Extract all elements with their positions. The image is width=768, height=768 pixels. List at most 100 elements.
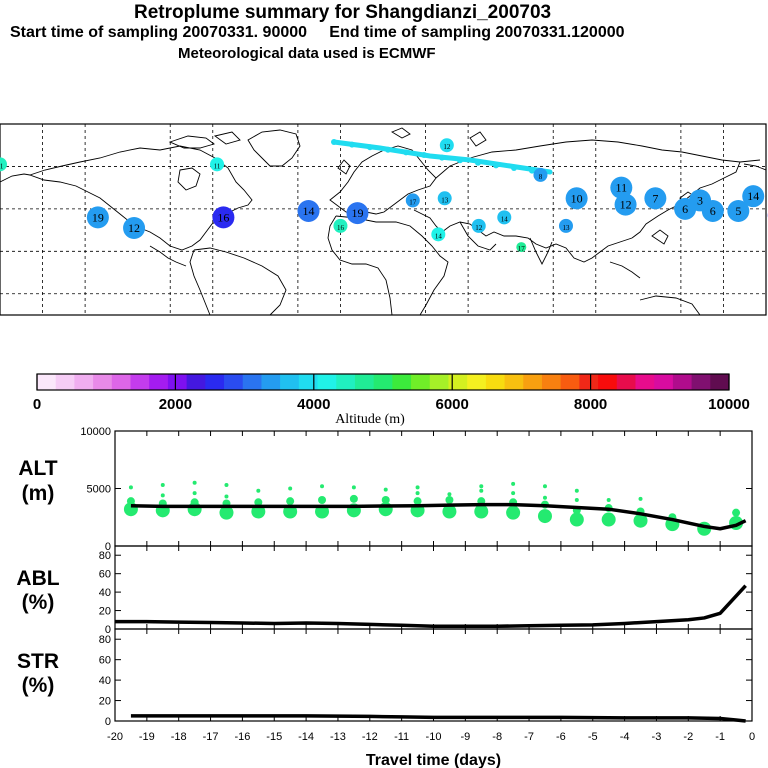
colorbar-cell bbox=[373, 374, 393, 390]
colorbar-cell bbox=[448, 374, 468, 390]
map-marker-label: 13 bbox=[562, 224, 570, 232]
map-marker: 16 bbox=[333, 218, 348, 233]
panel-frame bbox=[114, 628, 753, 722]
panel-abl: ABL(%) 0 20 40 60 80 bbox=[16, 545, 753, 636]
altitude-cluster-point bbox=[192, 480, 197, 485]
map-marker-dot bbox=[727, 200, 750, 223]
map-marker: 8 bbox=[533, 167, 548, 182]
map-marker-label: 11 bbox=[616, 181, 628, 195]
colorbar-cell bbox=[149, 374, 169, 390]
altitude-cluster-point bbox=[160, 483, 165, 488]
plume-track-dot bbox=[421, 152, 427, 158]
xtick-label: -13 bbox=[330, 731, 346, 743]
ytick-label: 20 bbox=[99, 606, 111, 618]
panel-ylabel: (%) bbox=[22, 591, 55, 614]
map-marker-label: 11 bbox=[0, 162, 4, 170]
colorbar-cell bbox=[467, 374, 487, 390]
colorbar-label: Altitude (m) bbox=[335, 412, 405, 427]
altitude-cluster-point bbox=[256, 488, 261, 493]
altitude-cluster-point bbox=[224, 483, 229, 488]
figure-header: Retroplume summary for Shangdianzi_20070… bbox=[0, 0, 768, 70]
time-series-panels: ALT(m)0500010000ABL(%)020406080STR(%)020… bbox=[16, 426, 755, 768]
map-marker-dot bbox=[405, 193, 420, 208]
colorbar-cell bbox=[411, 374, 431, 390]
colorbar-cell bbox=[354, 374, 375, 390]
map-marker-label: 11 bbox=[214, 162, 221, 170]
altitude-cluster-point bbox=[128, 485, 133, 490]
plume-track-dot bbox=[331, 139, 337, 145]
map-marker: 14 bbox=[297, 200, 320, 223]
colorbar-cell bbox=[224, 374, 244, 390]
altitude-cluster-point bbox=[415, 491, 420, 496]
colorbar-cell bbox=[242, 374, 262, 390]
altitude-cluster-point bbox=[633, 513, 648, 528]
colorbar-cell bbox=[111, 374, 132, 390]
xtick-label: -16 bbox=[234, 731, 250, 743]
altitude-cluster-point bbox=[351, 485, 356, 490]
colorbar-cell bbox=[336, 374, 356, 390]
altitude-cluster-point bbox=[219, 505, 234, 520]
altitude-cluster-point bbox=[511, 481, 516, 486]
map-marker-dot bbox=[86, 206, 109, 229]
map-marker-label: 6 bbox=[682, 202, 688, 216]
colorbar-cell bbox=[298, 374, 319, 390]
colorbar-cell bbox=[616, 374, 636, 390]
plume-track-dot bbox=[439, 154, 445, 161]
altitude-colorbar: 0 2000 4000 6000 8000 10000 Altitude (m) bbox=[33, 373, 750, 427]
altitude-cluster-point bbox=[318, 496, 327, 504]
altitude-cluster-point bbox=[601, 512, 616, 527]
ytick-label: 60 bbox=[99, 655, 111, 667]
map-marker-label: 12 bbox=[128, 221, 140, 235]
ytick-label: 0 bbox=[105, 716, 111, 728]
ytick-label: 5000 bbox=[87, 484, 111, 496]
altitude-cluster-point bbox=[606, 498, 611, 502]
map-markers: 8975141324351656371211101381412131719141… bbox=[0, 138, 768, 253]
map-marker: 14 bbox=[497, 210, 512, 225]
map-marker-dot bbox=[439, 138, 454, 153]
altitude-cluster-point bbox=[288, 486, 293, 491]
altitude-cluster-point bbox=[542, 495, 547, 500]
altitude-cluster-point bbox=[537, 509, 552, 524]
altitude-cluster-point bbox=[511, 491, 516, 496]
colorbar-cell bbox=[429, 374, 449, 390]
series-line bbox=[130, 502, 747, 531]
colorbar-cell bbox=[55, 374, 75, 390]
colorbar-cell bbox=[523, 374, 543, 390]
altitude-cluster-point bbox=[442, 504, 457, 519]
map-marker: 13 bbox=[558, 218, 573, 233]
map-marker-label: 16 bbox=[337, 224, 345, 232]
xtick-label: -19 bbox=[139, 731, 155, 743]
sampling-times: Start time of sampling 20070331. 90000 E… bbox=[10, 24, 625, 41]
map-marker-dot bbox=[689, 189, 712, 212]
panel-frame bbox=[114, 430, 753, 547]
ytick-label: 20 bbox=[99, 696, 111, 708]
colorbar-cell bbox=[691, 374, 711, 390]
altitude-cluster-point bbox=[286, 497, 295, 506]
figure-title: Retroplume summary for Shangdianzi_20070… bbox=[134, 2, 552, 23]
altitude-cluster-point bbox=[192, 491, 197, 496]
xtick-label: 0 bbox=[749, 731, 755, 743]
map-marker-label: 3 bbox=[697, 193, 703, 207]
colorbar-cell bbox=[261, 374, 281, 390]
map-marker-label: 14 bbox=[303, 204, 315, 218]
map-marker: 17 bbox=[516, 242, 527, 253]
series-line bbox=[115, 584, 747, 628]
map-graticule bbox=[0, 124, 766, 315]
colorbar-tick-label: 10000 bbox=[708, 396, 750, 413]
xtick-label: -3 bbox=[652, 731, 662, 743]
colorbar-cell bbox=[504, 374, 524, 390]
altitude-cluster-point bbox=[574, 498, 579, 502]
colorbar-cell bbox=[167, 374, 188, 390]
xtick-label: -2 bbox=[683, 731, 693, 743]
ytick-label: 80 bbox=[99, 550, 111, 562]
map-marker: 10 bbox=[565, 187, 588, 210]
colorbar-cell bbox=[205, 374, 225, 390]
map-marker-dot bbox=[516, 242, 527, 253]
map-marker-dot bbox=[0, 157, 7, 172]
map-marker-label: 14 bbox=[435, 232, 443, 240]
map-marker: 12 bbox=[439, 138, 454, 153]
map-marker-dot bbox=[297, 200, 320, 223]
map-marker-dot bbox=[610, 176, 633, 199]
map-marker: 11 bbox=[610, 176, 633, 199]
plume-track bbox=[331, 139, 553, 175]
